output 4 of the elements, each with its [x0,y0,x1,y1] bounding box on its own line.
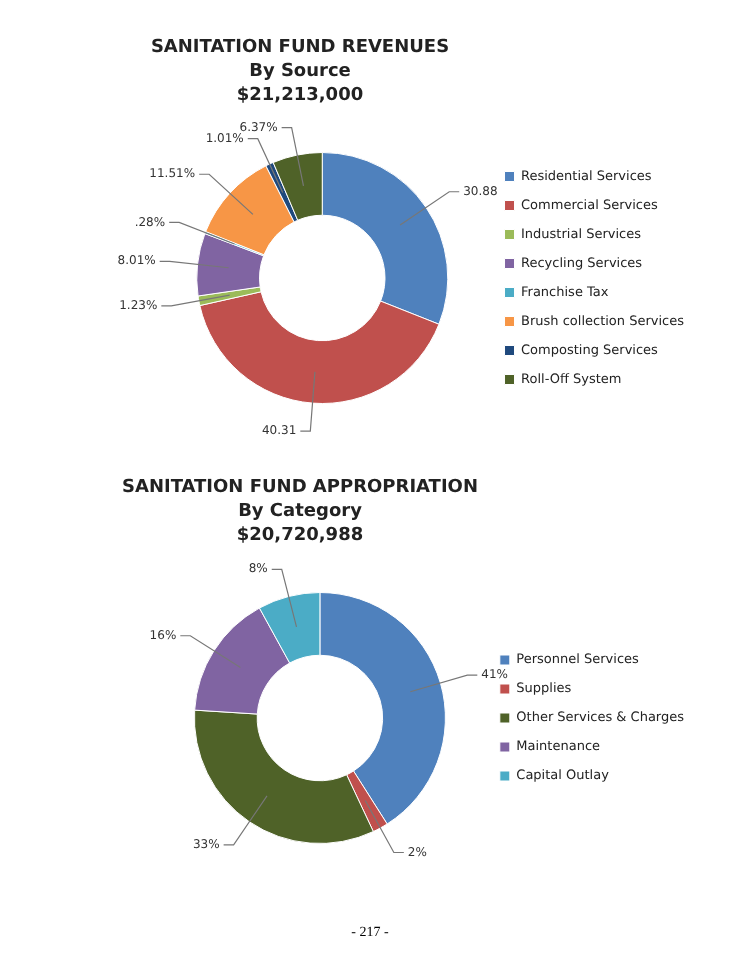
chart-subtitle: By Source $21,213,000 [234,60,366,108]
chart-title: SANITATION FUND APPROPRIATION [120,476,480,500]
chart-subtitle: By Category $20,720,988 [234,500,366,548]
chart-title: SANITATION FUND REVENUES [148,36,452,60]
